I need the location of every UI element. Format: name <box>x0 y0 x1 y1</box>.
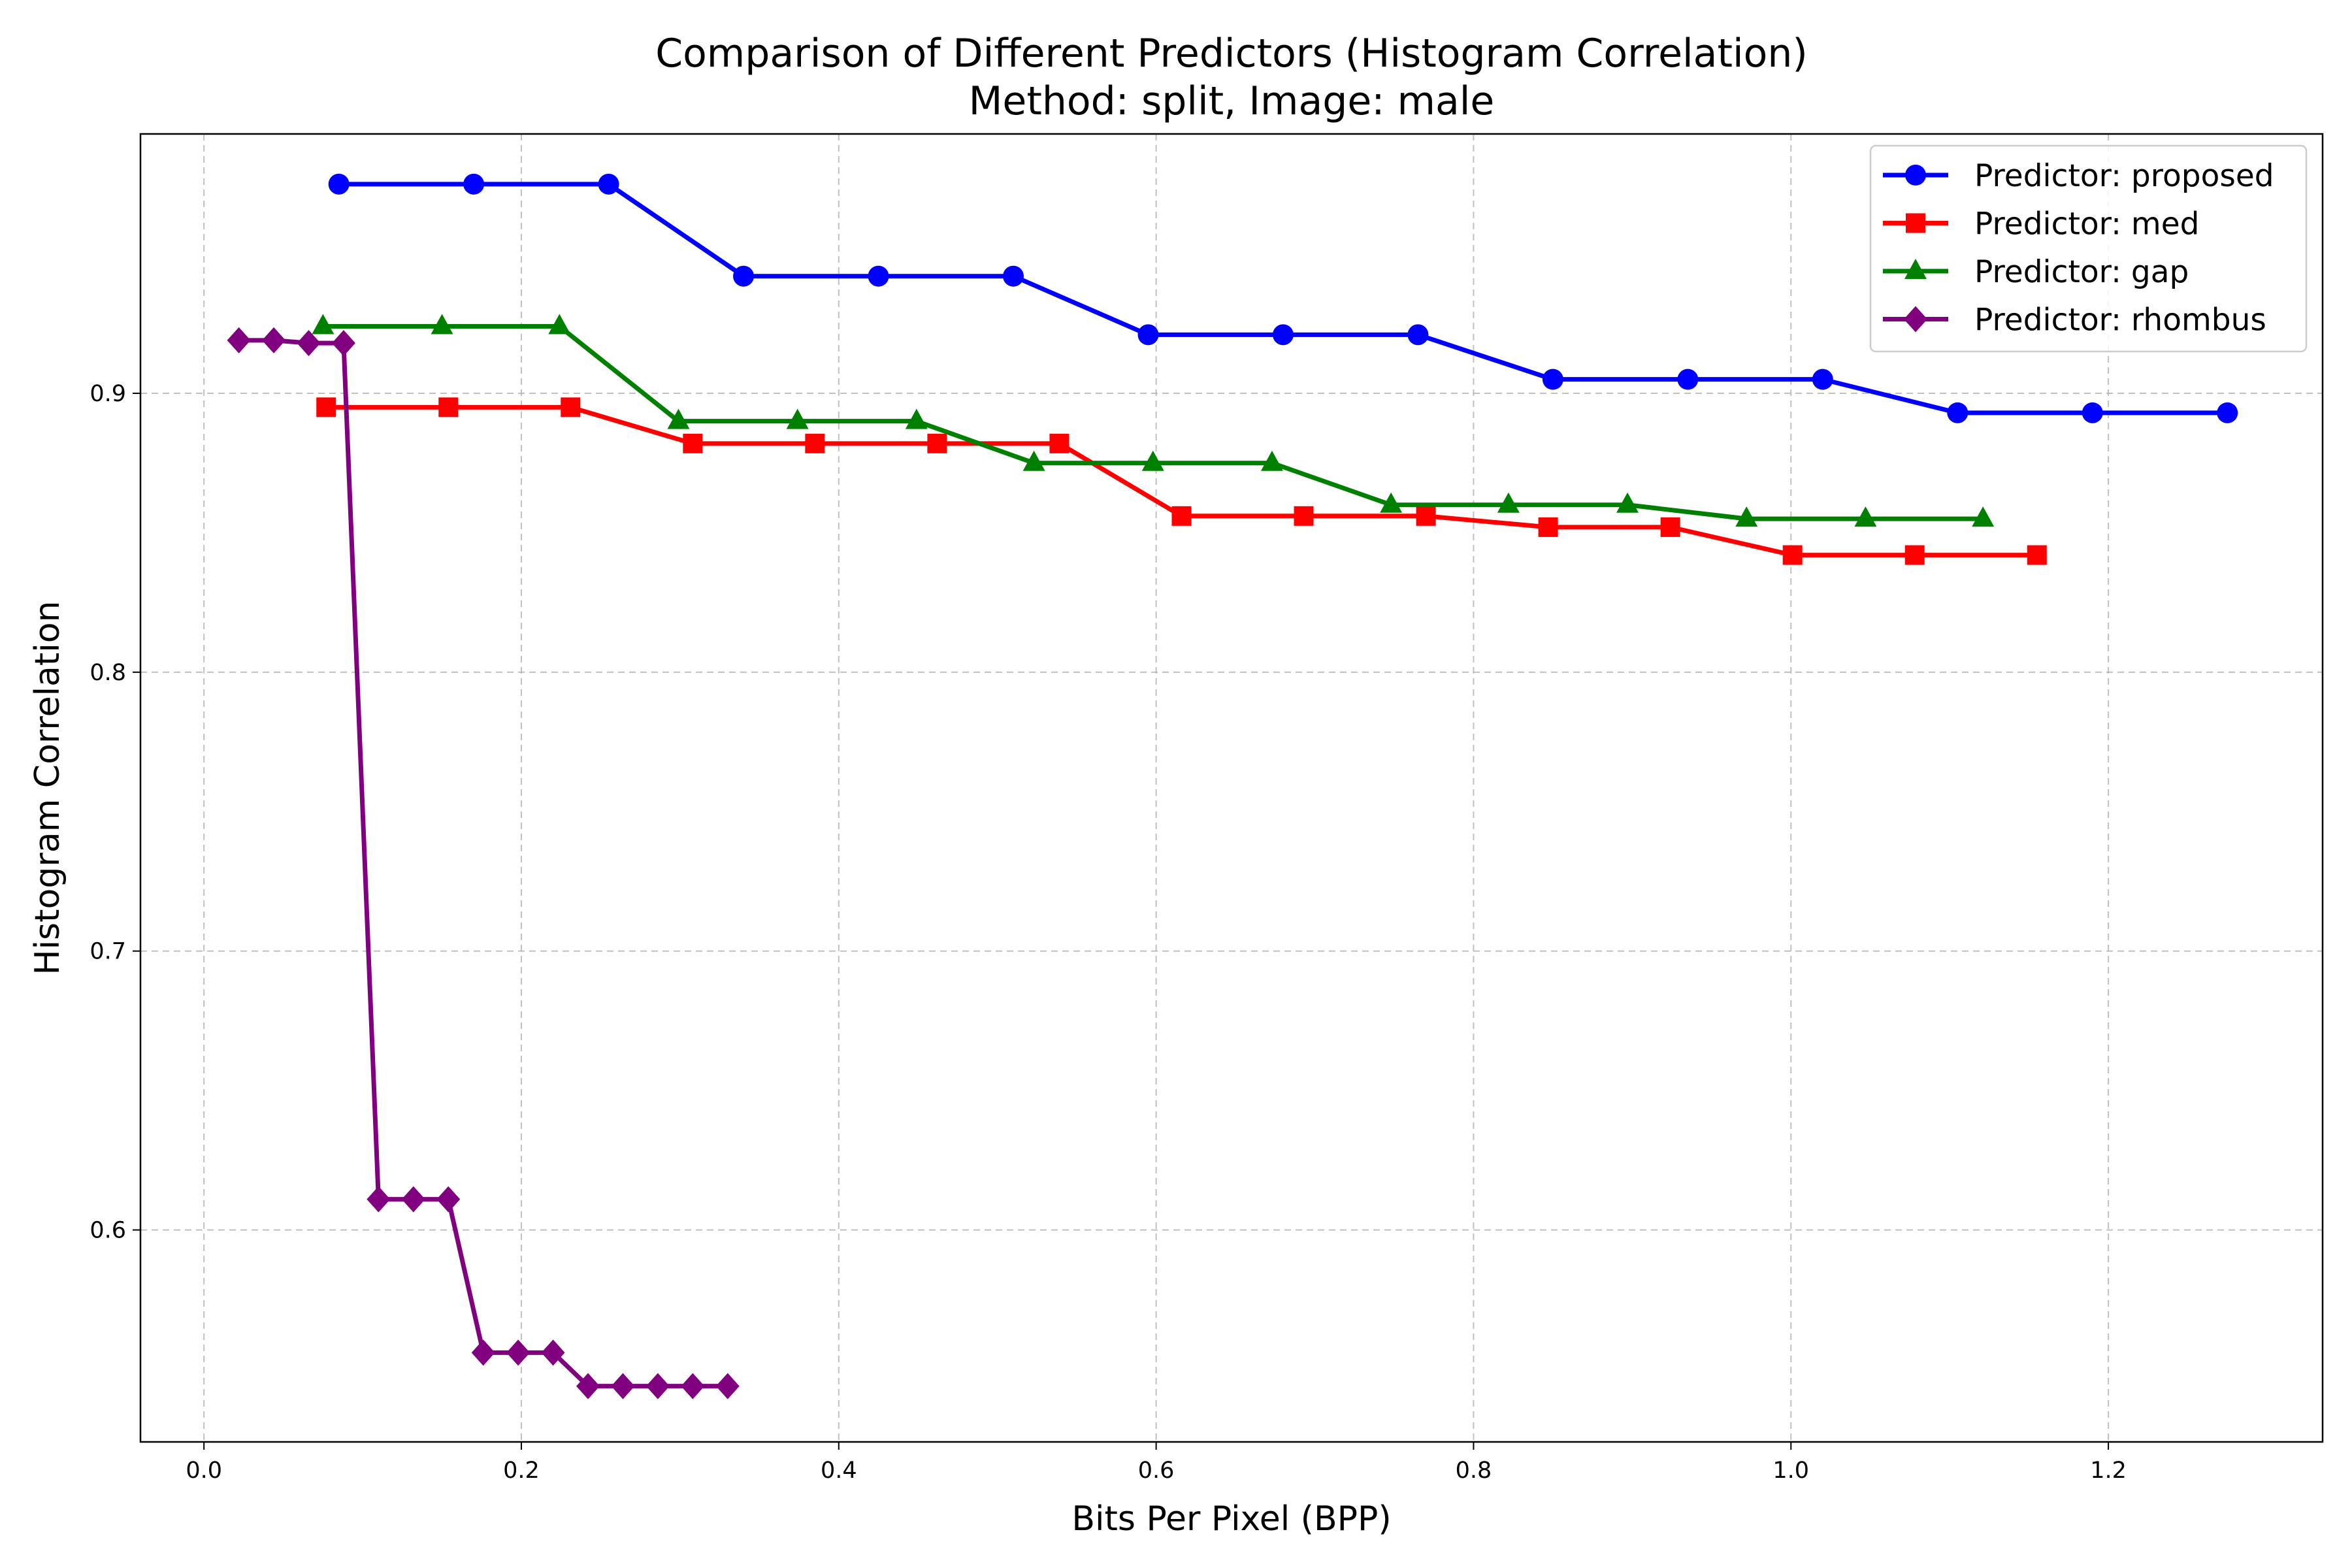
data-point <box>1022 450 1045 471</box>
data-point <box>548 314 571 335</box>
data-point <box>1782 545 1803 565</box>
data-point <box>681 1373 705 1399</box>
data-point <box>1171 506 1192 526</box>
data-point <box>1003 265 1024 287</box>
data-point <box>1660 517 1680 537</box>
data-point <box>297 330 321 357</box>
data-point <box>316 397 336 417</box>
data-point <box>1272 324 1294 346</box>
data-point <box>1407 324 1429 346</box>
data-point <box>262 327 286 353</box>
data-point <box>786 408 809 429</box>
data-point <box>328 173 350 195</box>
data-point <box>1972 506 1995 527</box>
data-point <box>733 265 755 287</box>
data-point <box>1416 506 1436 526</box>
data-point <box>506 1339 531 1366</box>
y-tick-label: 0.8 <box>90 660 126 686</box>
data-point <box>227 327 251 353</box>
plot-frame <box>139 133 2324 1443</box>
data-point <box>1812 368 1833 390</box>
data-point <box>331 330 355 357</box>
y-tick-label: 0.6 <box>90 1218 126 1244</box>
data-point <box>1538 517 1558 537</box>
data-point <box>576 1373 600 1399</box>
x-tick-label: 0.2 <box>503 1458 540 1484</box>
data-point <box>367 1186 391 1213</box>
data-point <box>683 433 703 453</box>
legend-label: Predictor: med <box>1974 206 2199 242</box>
data-point <box>1854 506 1877 527</box>
data-point <box>598 173 619 195</box>
data-point <box>1616 492 1639 513</box>
x-tick-label: 1.0 <box>1772 1458 1809 1484</box>
data-point <box>561 397 581 417</box>
data-point <box>541 1339 565 1366</box>
series-circle <box>328 173 2238 423</box>
x-tick-label: 0.0 <box>186 1458 222 1484</box>
chart-title: Comparison of Different Predictors (Hist… <box>655 31 1808 76</box>
y-tick-label: 0.9 <box>90 381 126 407</box>
data-point <box>1947 402 1968 423</box>
series-diamond <box>227 327 740 1399</box>
legend-box <box>1869 144 2308 353</box>
data-point <box>1735 506 1758 527</box>
series-group <box>227 173 2238 1399</box>
data-point <box>715 1373 740 1399</box>
data-point <box>1542 368 1563 390</box>
legend-marker <box>1904 259 1927 279</box>
legend-item: Predictor: proposed <box>1883 158 2274 194</box>
x-tick-label: 0.6 <box>1138 1458 1175 1484</box>
legend-marker <box>1904 306 1927 333</box>
x-tick-label: 1.2 <box>2090 1458 2127 1484</box>
data-point <box>1904 545 1925 565</box>
x-tick-label: 0.4 <box>821 1458 857 1484</box>
data-point <box>312 314 335 335</box>
legend-label: Predictor: rhombus <box>1974 302 2266 338</box>
data-point <box>2217 402 2238 423</box>
data-point <box>667 408 690 429</box>
data-point <box>645 1373 670 1399</box>
legend-item: Predictor: gap <box>1883 254 2189 290</box>
data-point <box>611 1373 635 1399</box>
legend-label: Predictor: gap <box>1974 254 2189 290</box>
legend-label: Predictor: proposed <box>1974 158 2274 194</box>
y-tick-label: 0.7 <box>90 939 126 965</box>
data-point <box>436 1186 461 1213</box>
data-point <box>401 1186 425 1213</box>
data-point <box>463 173 485 195</box>
data-point <box>1260 450 1283 471</box>
data-point <box>2082 402 2103 423</box>
data-point <box>471 1339 495 1366</box>
data-point <box>438 397 459 417</box>
data-point <box>868 265 889 287</box>
data-point <box>1049 433 1070 453</box>
data-point <box>1137 324 1159 346</box>
chart-subtitle: Method: split, Image: male <box>969 78 1495 124</box>
y-axis-label: Histogram Correlation <box>28 600 67 975</box>
data-point <box>1141 450 1164 471</box>
axis-ticks: 0.0 0.2 0.4 0.6 0.8 1.0 1.2 0.6 0.7 0.8 0.9 <box>90 381 2127 1484</box>
series-triangle <box>312 314 1995 527</box>
data-point <box>805 433 825 453</box>
data-point <box>1677 368 1699 390</box>
legend-item: Predictor: rhombus <box>1883 302 2266 338</box>
data-point <box>905 408 928 429</box>
x-tick-label: 0.8 <box>1456 1458 1492 1484</box>
grid <box>140 134 2323 1442</box>
data-point <box>927 433 947 453</box>
data-point <box>1380 492 1403 513</box>
data-point <box>431 314 453 335</box>
legend: Predictor: proposed Predictor: med Predict… <box>1869 144 2308 353</box>
legend-item: Predictor: med <box>1883 206 2199 242</box>
x-axis-label: Bits Per Pixel (BPP) <box>1071 1499 1391 1539</box>
legend-marker <box>1905 165 1926 186</box>
series-square <box>316 397 2047 565</box>
data-point <box>1497 492 1520 513</box>
data-point <box>1294 506 1314 526</box>
legend-marker <box>1906 213 1925 233</box>
data-point <box>2027 545 2047 565</box>
